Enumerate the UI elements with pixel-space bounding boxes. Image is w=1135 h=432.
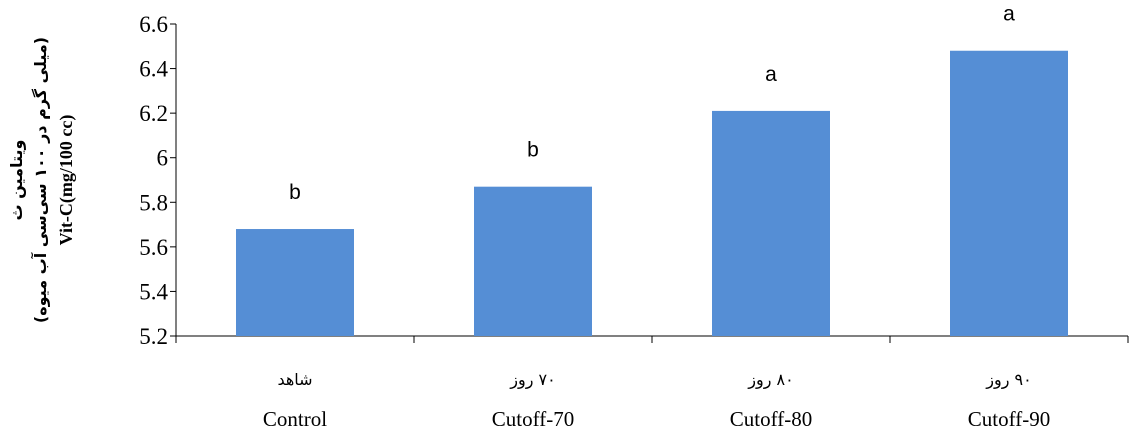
category-label-en: Cutoff-80 <box>730 407 812 431</box>
y-tick-label: 5.4 <box>139 279 168 304</box>
y-axis: 5.2 5.4 5.6 5.8 6 6.2 6.4 6.6 <box>139 12 177 349</box>
y-tick-label: 5.6 <box>139 235 168 260</box>
significance-label: b <box>527 139 539 162</box>
y-tick-label: 5.8 <box>139 190 168 215</box>
y-tick-label: 5.2 <box>139 324 168 349</box>
bar-cutoff-90 <box>950 50 1068 336</box>
y-axis-title-line: Vit-C(mg/100 cc) <box>56 115 77 246</box>
significance-label: a <box>765 63 777 86</box>
category-label-fa: ۷۰ روز <box>509 370 555 390</box>
y-axis-label: ویتامین ث (میلی گرم در ۱۰۰ سی‌سی آب میوه)… <box>7 37 77 323</box>
y-axis-title-line: (میلی گرم در ۱۰۰ سی‌سی آب میوه) <box>30 37 50 323</box>
significance-label: a <box>1003 3 1015 26</box>
bar-cutoff-70 <box>474 186 592 336</box>
category-label-en: Cutoff-70 <box>492 407 574 431</box>
bar-cutoff-80 <box>712 110 830 337</box>
bar-control <box>236 229 354 336</box>
category-label-fa: ۹۰ روز <box>985 370 1031 390</box>
y-tick-label: 6.2 <box>139 101 168 126</box>
y-tick-label: 6.4 <box>139 57 168 82</box>
x-axis <box>175 335 1129 343</box>
y-tick-label: 6.6 <box>139 12 168 37</box>
category-label-en: Control <box>263 407 327 431</box>
category-label-fa: شاهد <box>277 370 312 389</box>
y-tick-label: 6 <box>157 146 169 171</box>
significance-label: b <box>289 181 301 204</box>
category-labels: b شاهد Control b ۷۰ روز Cutoff-70 a ۸۰ روز Cutof… <box>263 3 1050 431</box>
y-axis-title-line: ویتامین ث <box>7 140 26 221</box>
category-label-en: Cutoff-90 <box>968 407 1050 431</box>
category-label-fa: ۸۰ روز <box>747 370 793 390</box>
bars <box>236 50 1068 337</box>
